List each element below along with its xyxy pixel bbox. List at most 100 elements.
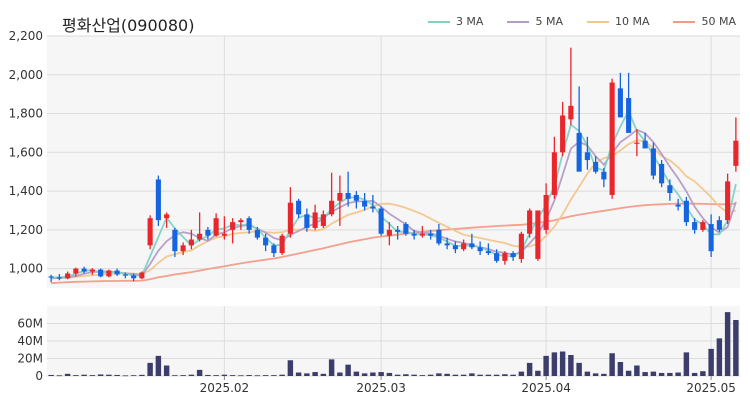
candle-body: [551, 152, 557, 195]
volume-bar: [411, 374, 417, 376]
volume-bar: [287, 360, 294, 376]
candle-body: [254, 229, 260, 238]
candle-body: [700, 222, 706, 230]
candle-body: [238, 220, 244, 223]
volume-bar: [304, 373, 310, 376]
candle-body: [444, 243, 450, 246]
volume-bar: [683, 352, 690, 376]
ma10-line: [51, 139, 737, 280]
candle-body: [436, 229, 442, 244]
volume-bar: [568, 355, 574, 376]
candle-body: [527, 210, 533, 234]
volume-bar: [345, 364, 351, 376]
volume-bar: [163, 365, 170, 376]
volume-bar: [650, 371, 657, 376]
candle-body: [568, 105, 574, 120]
legend-item-ma5: 5 MA: [507, 15, 563, 28]
candle-body: [626, 98, 632, 133]
candle-body: [279, 235, 285, 254]
candle-body: [659, 163, 665, 184]
volume-bar: [436, 373, 442, 376]
candle-body: [403, 224, 409, 234]
candle-body: [485, 251, 491, 254]
volume-bar: [634, 365, 640, 376]
candle-body: [692, 222, 698, 230]
volume-bar: [667, 372, 673, 376]
candle-body: [131, 275, 137, 279]
price-tick-label: 2,000: [9, 68, 43, 82]
candle-body: [312, 212, 318, 228]
candle-body: [708, 224, 714, 252]
volume-bar: [452, 374, 459, 376]
volume-bar: [370, 372, 376, 376]
chart-title: 평화산업(090080): [62, 16, 195, 35]
volume-bar: [254, 375, 261, 377]
volume-bar: [262, 375, 269, 376]
candle-body: [337, 193, 343, 201]
volume-bar: [320, 373, 327, 376]
volume-bar: [213, 375, 219, 376]
volume-bar: [551, 352, 558, 376]
volume-bar: [361, 373, 368, 376]
price-tick-label: 1,800: [9, 107, 43, 121]
candle-body: [411, 233, 417, 236]
volume-bar: [73, 375, 79, 376]
volume-bar: [576, 362, 582, 376]
volume-bar: [460, 374, 467, 376]
legend-label-ma3: 3 MA: [455, 15, 484, 28]
volume-bar: [337, 372, 343, 376]
volume-bar: [238, 375, 244, 377]
legend-swatch-ma5: [507, 20, 530, 23]
candle-body: [395, 229, 401, 232]
volume-bar: [56, 375, 63, 377]
x-tick-label: 2025.04: [521, 381, 571, 395]
candle-body: [164, 214, 170, 219]
volume-bar: [130, 375, 137, 377]
candle-body: [502, 253, 508, 261]
volume-bar: [502, 374, 508, 376]
volume-bar: [543, 355, 549, 376]
volume-bar: [419, 375, 426, 376]
candle-body: [139, 272, 145, 279]
volume-bar: [691, 372, 698, 376]
candle-body: [560, 115, 566, 153]
volume-bar: [139, 374, 145, 376]
volume-bar: [403, 374, 409, 376]
volume-bar: [271, 375, 277, 376]
price-panel: 1,000 1,200 1,400 1,600 1,800 2,000 2,200: [9, 29, 740, 288]
volume-bar: [106, 374, 112, 376]
candle-body: [48, 276, 54, 278]
volume-bar: [617, 362, 624, 376]
volume-bar: [733, 320, 739, 376]
candle-body: [122, 274, 128, 276]
candle-body: [609, 82, 615, 195]
volume-bar: [353, 371, 360, 376]
volume-bar: [427, 374, 434, 376]
volume-bar: [675, 372, 681, 376]
volume-bar: [708, 348, 714, 376]
legend-label-ma50: 50 MA: [701, 15, 736, 28]
candle-body: [246, 218, 252, 230]
volume-bar: [592, 373, 599, 376]
price-plot-background: [47, 36, 740, 288]
candle-body: [477, 247, 483, 252]
candle-body: [494, 253, 500, 261]
price-tick-label: 1,600: [9, 145, 43, 159]
volume-panel: 0 20M 40M 60M: [17, 306, 740, 383]
volume-bar: [188, 374, 195, 376]
volume-bar: [559, 351, 566, 376]
volume-bar: [444, 373, 450, 376]
candle-body: [683, 200, 689, 223]
ma50-line: [51, 202, 736, 285]
price-tick-label: 1,200: [9, 223, 43, 237]
volume-bar: [526, 362, 533, 376]
candle-body: [642, 140, 648, 149]
volume-bar: [724, 312, 731, 376]
legend-swatch-ma3: [427, 20, 450, 23]
candle-body: [419, 233, 425, 236]
candle-body: [353, 194, 359, 201]
legend-label-ma10: 10 MA: [614, 15, 650, 28]
candle-body: [172, 229, 178, 252]
